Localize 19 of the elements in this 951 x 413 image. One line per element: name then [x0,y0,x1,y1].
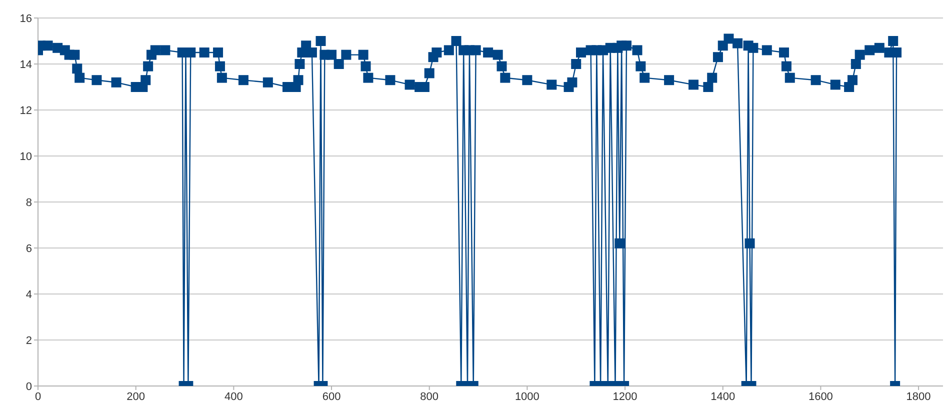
y-tick-label: 12 [20,104,32,117]
x-tick-label: 1800 [906,390,931,403]
x-tick-label: 1000 [514,390,540,403]
x-tick-label: 600 [322,390,341,403]
y-tick-label: 2 [26,334,32,347]
x-tick-label: 800 [420,390,439,403]
y-tick-label: 10 [20,150,32,163]
y-tick-label: 8 [26,196,32,209]
x-tick-label: 1600 [808,390,833,403]
x-tick-label: 1400 [710,390,736,403]
x-tick-label: 200 [126,390,146,403]
x-tick-label: 400 [224,390,243,403]
x-tick-label: 1200 [612,390,638,403]
y-tick-label: 6 [26,242,32,255]
y-tick-label: 0 [26,380,32,393]
y-tick-label: 16 [20,12,32,25]
y-tick-label: 4 [26,288,32,301]
y-tick-label: 14 [20,58,32,71]
x-tick-label: 0 [34,390,42,403]
